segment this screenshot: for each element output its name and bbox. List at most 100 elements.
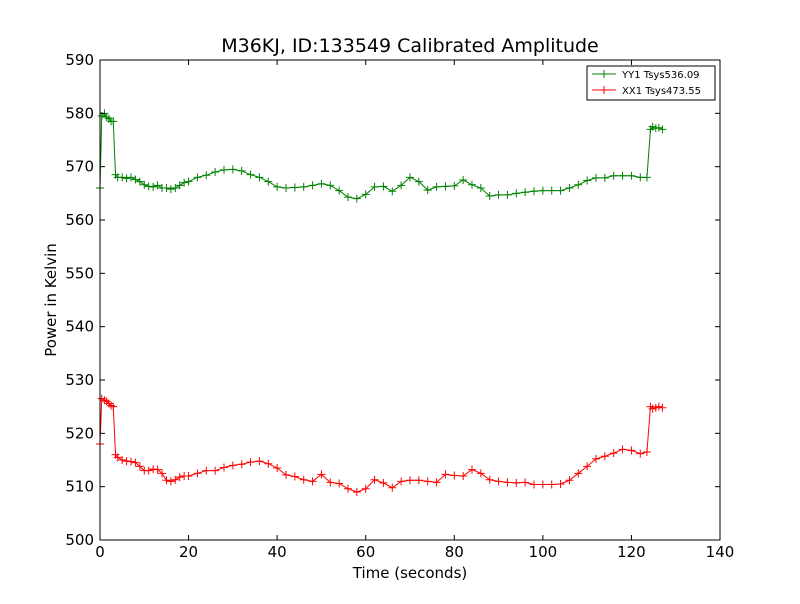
legend-box xyxy=(586,65,716,101)
data-point xyxy=(485,192,494,200)
series-line-1 xyxy=(99,112,663,200)
x-tick-label: 80 xyxy=(445,543,464,561)
data-point xyxy=(574,469,583,478)
data-point xyxy=(379,478,388,487)
y-tick-label: 520 xyxy=(65,424,94,442)
data-point xyxy=(335,186,344,195)
data-point xyxy=(432,478,441,487)
data-point xyxy=(166,477,175,486)
data-point xyxy=(264,459,273,468)
legend-label-2: XX1 Tsys473.55 xyxy=(622,86,701,97)
data-point xyxy=(211,466,220,475)
x-tick-label: 0 xyxy=(95,543,105,561)
data-point xyxy=(503,190,512,199)
data-point xyxy=(658,125,667,134)
y-tick-label: 570 xyxy=(65,158,94,176)
data-point xyxy=(503,478,512,487)
series-markers-1 xyxy=(96,109,667,203)
data-point xyxy=(299,182,308,191)
data-point xyxy=(459,472,468,480)
data-point xyxy=(538,480,547,489)
y-tick-label: 510 xyxy=(65,478,94,496)
x-tick-label: 100 xyxy=(529,543,558,561)
data-point xyxy=(406,173,414,182)
data-point xyxy=(264,177,273,186)
data-point xyxy=(441,470,450,479)
legend-marker-1 xyxy=(600,70,608,78)
data-point xyxy=(485,475,494,484)
y-axis-label: Power in Kelvin xyxy=(42,243,60,357)
data-point xyxy=(432,182,441,191)
data-point xyxy=(193,469,202,478)
data-point xyxy=(370,475,379,484)
data-point xyxy=(184,177,193,186)
data-point xyxy=(530,187,538,196)
plot-area xyxy=(96,109,667,496)
data-point xyxy=(122,174,131,183)
data-point xyxy=(308,181,317,190)
data-point xyxy=(583,462,592,471)
data-point xyxy=(636,449,645,458)
data-point xyxy=(175,181,184,190)
y-tick-label: 550 xyxy=(65,264,94,282)
data-point xyxy=(255,173,264,182)
data-point xyxy=(282,184,290,192)
data-point xyxy=(512,189,521,198)
data-point xyxy=(423,186,432,195)
data-point xyxy=(122,457,131,466)
data-point xyxy=(290,183,299,192)
x-tick-label: 60 xyxy=(356,543,375,561)
data-point xyxy=(193,173,202,182)
data-point xyxy=(574,180,583,189)
axes-frame xyxy=(99,59,721,541)
legend: YY1 Tsys536.09 XX1 Tsys473.55 xyxy=(586,65,716,101)
x-tick-label: 140 xyxy=(706,543,735,561)
data-point xyxy=(592,454,600,463)
data-point xyxy=(627,446,636,455)
y-tick-label: 530 xyxy=(65,371,94,389)
data-point xyxy=(609,171,618,180)
data-point xyxy=(109,402,118,411)
data-point xyxy=(414,177,423,186)
data-point xyxy=(135,177,144,186)
data-point xyxy=(202,466,211,475)
data-point xyxy=(627,171,636,180)
data-point xyxy=(494,190,503,199)
data-point xyxy=(153,181,162,190)
data-point xyxy=(618,445,627,454)
data-point xyxy=(654,402,663,411)
data-point xyxy=(592,173,600,182)
data-point xyxy=(370,182,379,191)
data-point xyxy=(361,190,370,199)
data-point xyxy=(642,173,651,182)
x-tick-label: 120 xyxy=(617,543,646,561)
data-point xyxy=(171,184,180,192)
data-point xyxy=(246,458,255,467)
series-line-2 xyxy=(99,397,663,493)
data-point xyxy=(547,186,556,195)
data-point xyxy=(397,477,406,486)
data-point xyxy=(344,484,352,493)
data-point xyxy=(246,170,255,179)
data-point xyxy=(113,453,122,462)
data-point xyxy=(388,187,397,196)
data-point xyxy=(127,457,135,466)
data-point xyxy=(538,186,547,195)
data-point xyxy=(450,471,459,480)
data-point xyxy=(109,117,118,126)
axis-ticks: 0 20 40 60 80 100 120 140 500 510 520 530 540 550 560 5… xyxy=(65,51,734,561)
data-point xyxy=(352,488,361,496)
data-point xyxy=(299,475,308,484)
data-point xyxy=(175,473,184,482)
data-point xyxy=(282,470,290,479)
data-point xyxy=(414,476,423,485)
data-point xyxy=(406,476,414,485)
data-point xyxy=(127,173,135,182)
data-point xyxy=(326,478,335,487)
data-point xyxy=(290,472,299,481)
x-tick-label: 20 xyxy=(179,543,198,561)
data-point xyxy=(140,180,149,189)
data-point xyxy=(149,465,158,474)
data-point xyxy=(273,464,282,472)
